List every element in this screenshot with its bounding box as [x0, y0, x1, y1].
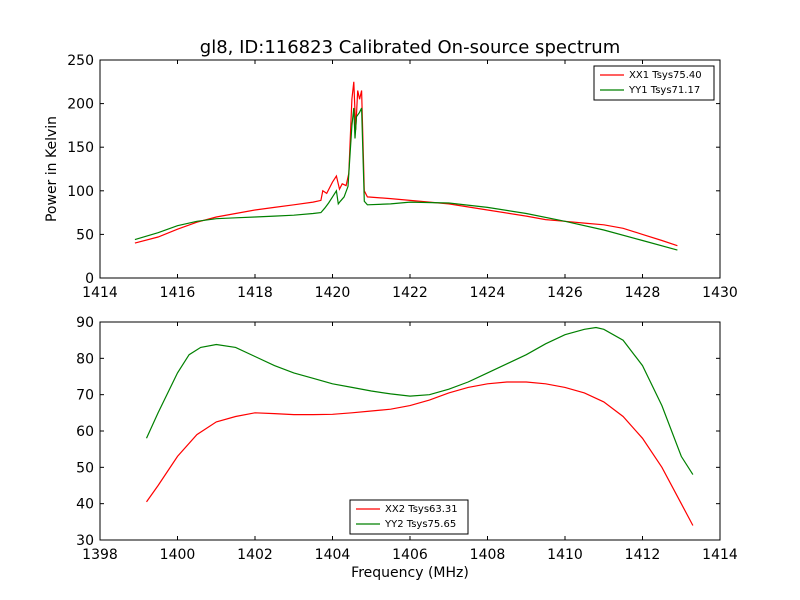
bottom-xtick-label-7: 1412 [625, 547, 661, 563]
bottom-ytick-label-5: 80 [76, 351, 94, 367]
top-ytick-label-2: 100 [67, 184, 94, 200]
bottom-xtick-label-1: 1400 [160, 547, 196, 563]
top-legend-box [593, 65, 715, 101]
top-xtick-label-5: 1424 [470, 285, 506, 301]
bottom-series-line-0 [146, 381, 694, 526]
top-series-line-1 [134, 107, 678, 251]
top-xtick-label-0: 1414 [82, 285, 118, 301]
top-legend-label-xx1: XX1 Tsys75.40 [629, 70, 702, 81]
bottom-chart-xlabel: Frequency (MHz) [351, 565, 469, 581]
top-xtick-label-1: 1416 [160, 285, 196, 301]
top-series-line-0 [134, 81, 678, 247]
top-ytick-label-0: 0 [85, 271, 94, 287]
bottom-ytick-label-2: 50 [76, 460, 94, 476]
bottom-xtick-label-0: 1398 [82, 547, 118, 563]
bottom-legend-label-yy2: YY2 Tsys75.65 [384, 519, 456, 530]
bottom-xtick-label-2: 1402 [237, 547, 273, 563]
bottom-xtick-label-8: 1414 [702, 547, 738, 563]
bottom-xtick-label-5: 1408 [470, 547, 506, 563]
top-chart-series-layer [134, 81, 678, 251]
bottom-chart-ticks: 1398 1400 1402 1404 1406 1408 1410 1412 1414 30 40… [76, 315, 738, 563]
top-ytick-label-4: 200 [67, 97, 94, 113]
top-xtick-label-6: 1426 [547, 285, 583, 301]
top-ytick-label-3: 150 [67, 140, 94, 156]
bottom-ytick-label-0: 30 [76, 533, 94, 549]
bottom-ytick-label-6: 90 [76, 315, 94, 331]
top-legend-label-yy1: YY1 Tsys71.17 [628, 85, 700, 96]
top-chart: gl8, ID:116823 Calibrated On-source spec… [44, 37, 738, 301]
bottom-chart-legend: XX2 Tsys63.31 YY2 Tsys75.65 [349, 499, 469, 535]
bottom-xtick-label-6: 1410 [547, 547, 583, 563]
bottom-legend-box [349, 499, 469, 535]
bottom-xtick-label-4: 1406 [392, 547, 428, 563]
top-xtick-label-2: 1418 [237, 285, 273, 301]
bottom-series-line-1 [145, 326, 694, 475]
top-xtick-label-8: 1430 [702, 285, 738, 301]
top-xtick-label-7: 1428 [625, 285, 661, 301]
top-ytick-label-1: 50 [76, 227, 94, 243]
bottom-chart-series-layer [145, 326, 694, 526]
top-xtick-label-3: 1420 [315, 285, 351, 301]
bottom-legend-label-xx2: XX2 Tsys63.31 [385, 504, 458, 515]
top-chart-legend: XX1 Tsys75.40 YY1 Tsys71.17 [593, 65, 715, 101]
bottom-ytick-label-1: 40 [76, 497, 94, 513]
bottom-ytick-label-3: 60 [76, 424, 94, 440]
bottom-ytick-label-4: 70 [76, 388, 94, 404]
bottom-chart: 1398 1400 1402 1404 1406 1408 1410 1412 1414 30 40… [76, 315, 738, 581]
top-chart-ticks: 1414 1416 1418 1420 1422 1424 1426 1428 1430 0 50 1… [67, 53, 738, 301]
bottom-xtick-label-3: 1404 [315, 547, 351, 563]
top-ytick-label-5: 250 [67, 53, 94, 69]
top-chart-title: gl8, ID:116823 Calibrated On-source spec… [200, 37, 620, 58]
top-xtick-label-4: 1422 [392, 285, 428, 301]
top-chart-ylabel: Power in Kelvin [44, 116, 60, 222]
